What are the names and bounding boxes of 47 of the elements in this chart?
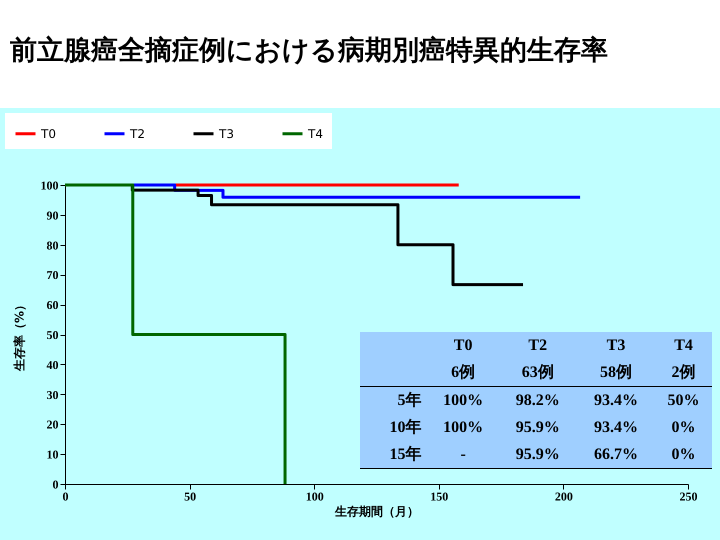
legend-label: T3: [218, 126, 234, 141]
y-tick-label: 100: [40, 178, 58, 192]
chart-title: 前立腺癌全摘症例における病期別癌特異的生存率: [10, 34, 608, 68]
annotation: 63例: [520, 363, 555, 383]
annotation: 5年: [360, 386, 428, 414]
legend-label: T4: [307, 126, 323, 141]
x-tick-label: 0: [62, 490, 68, 504]
x-tick-label: 100: [306, 490, 324, 504]
y-tick-label: 60: [46, 298, 58, 312]
x-axis-title: 生存期間（月）: [334, 504, 419, 518]
annotation: T0: [452, 336, 474, 356]
annotation: T2: [527, 336, 548, 356]
x-tick-label: 50: [184, 490, 196, 504]
annotation: 66.7%: [592, 444, 639, 464]
annotation: 100%: [442, 418, 484, 438]
annotation: T3: [606, 336, 626, 356]
annotation: 10年: [388, 418, 423, 438]
annotation: 15年: [388, 444, 423, 465]
annotation: 50%: [655, 386, 712, 414]
y-tick-label: 30: [46, 388, 58, 402]
x-tick-label: 150: [430, 490, 448, 504]
y-tick-label: 70: [46, 268, 58, 282]
annotation: 0%: [670, 418, 697, 438]
y-tick-label: 40: [46, 358, 58, 372]
annotation: 6例: [450, 363, 476, 383]
x-tick-label: 250: [680, 490, 698, 504]
y-tick-label: 0: [52, 478, 58, 492]
annotation: 98.2%: [498, 386, 577, 414]
annotation: 95.9%: [514, 444, 561, 464]
y-axis-title: 生存率（%）: [12, 298, 26, 372]
y-tick-label: 80: [46, 238, 58, 252]
y-tick-label: 50: [46, 328, 58, 342]
legend-label: T2: [129, 126, 145, 141]
annotation: 95.9%: [514, 418, 561, 438]
y-tick-label: 20: [46, 418, 58, 432]
annotation: 58例: [598, 363, 633, 383]
legend-label: T0: [40, 126, 56, 141]
x-tick-label: 200: [554, 490, 573, 504]
annotation: 93.4%: [576, 386, 656, 414]
annotation: T4: [673, 336, 694, 356]
annotation: 0%: [670, 444, 697, 464]
y-tick-label: 90: [46, 208, 58, 222]
annotation: -: [459, 444, 467, 464]
annotation: 100%: [428, 386, 499, 414]
y-tick-label: 10: [46, 448, 58, 462]
annotation: 2例: [670, 363, 697, 383]
annotation: 93.4%: [592, 418, 639, 438]
